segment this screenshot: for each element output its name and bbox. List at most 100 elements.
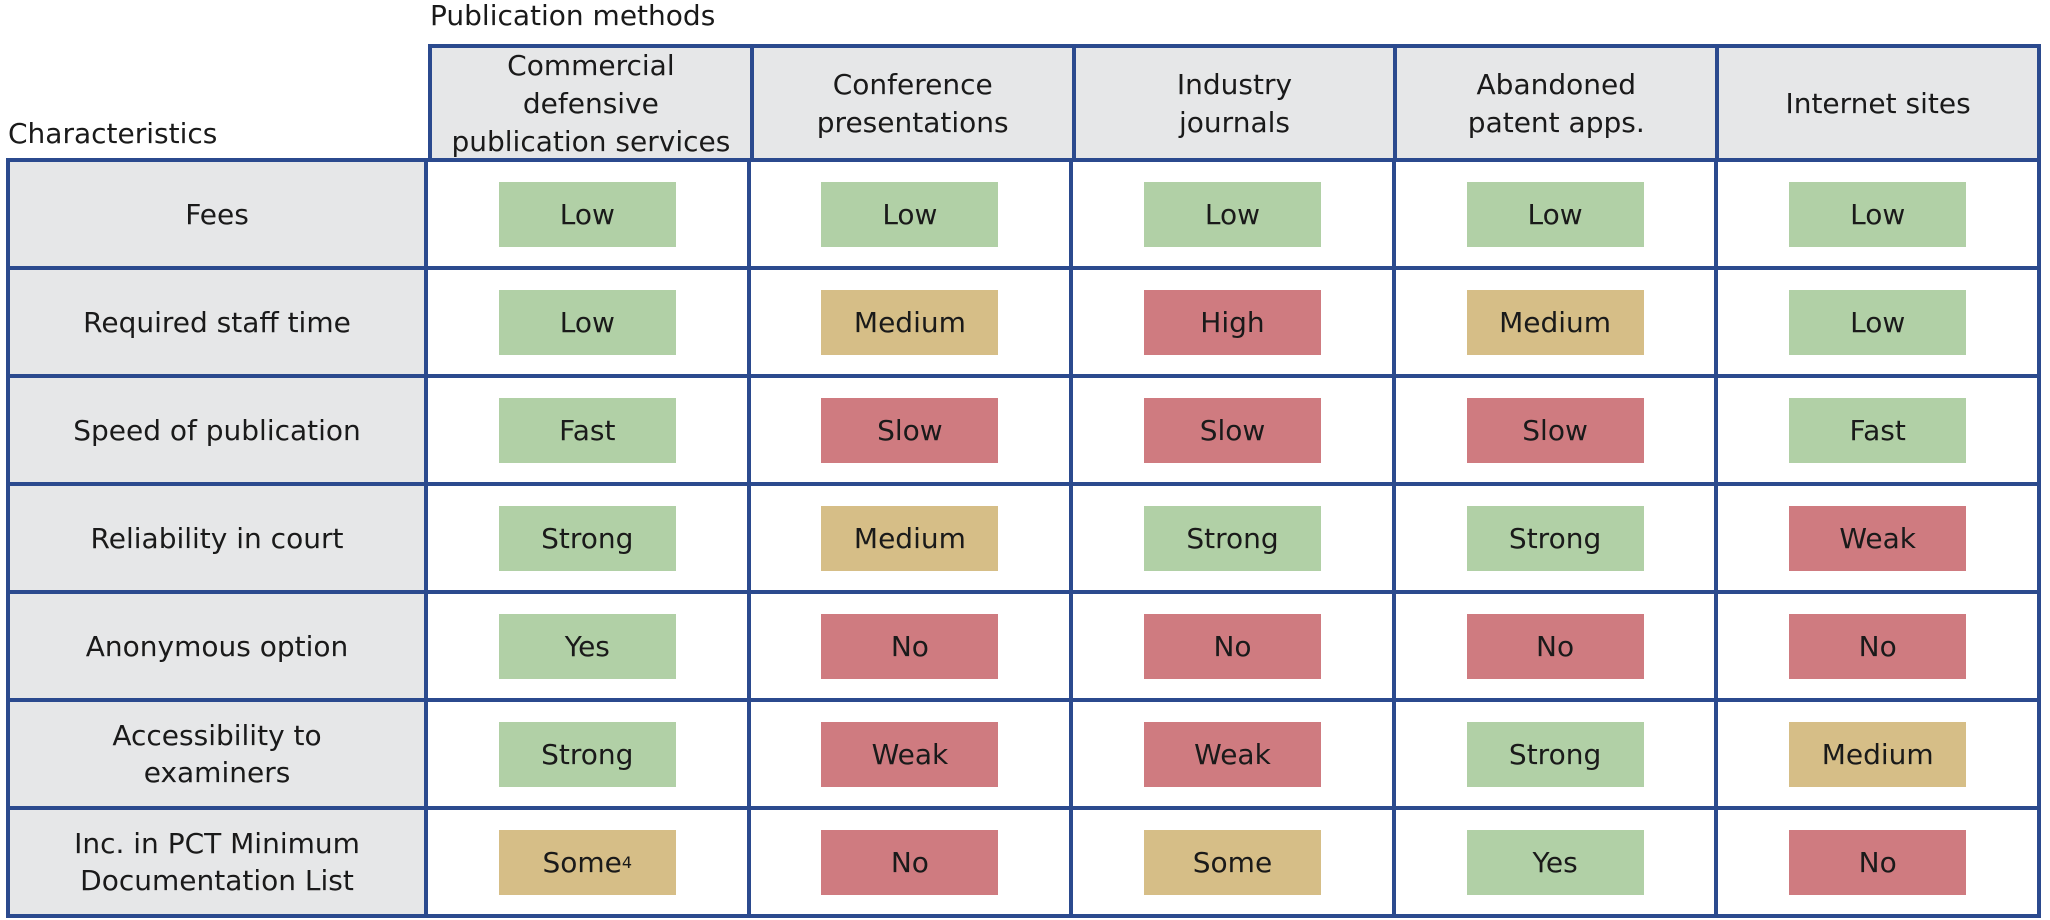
table-row: Inc. in PCT Minimum Documentation List So… <box>10 806 2037 914</box>
table-cell: No <box>746 810 1070 914</box>
rating-text: Strong <box>1508 737 1602 771</box>
rating-badge: Fast <box>498 397 676 463</box>
rating-text: Weak <box>871 737 949 771</box>
row-label: Required staff time <box>10 270 428 374</box>
table-cell: Fast <box>428 378 747 482</box>
rating-text: Some <box>1192 845 1273 879</box>
rating-badge: Strong <box>1466 721 1644 787</box>
rating-badge: High <box>1143 289 1321 355</box>
table-cell: Fast <box>1714 378 2037 482</box>
rating-text: Low <box>559 197 615 231</box>
table-cell: Yes <box>1391 810 1715 914</box>
table-cell: Yes <box>428 594 747 698</box>
table-cell: No <box>1391 594 1715 698</box>
rating-badge: Slow <box>1143 397 1321 463</box>
rating-text: High <box>1200 305 1265 339</box>
row-label: Accessibility to examiners <box>10 702 428 806</box>
rating-text: Strong <box>1508 521 1602 555</box>
table-cell: Medium <box>746 486 1070 590</box>
row-label: Inc. in PCT Minimum Documentation List <box>10 810 428 914</box>
rating-badge: Strong <box>498 721 676 787</box>
table-cell: Weak <box>1714 486 2037 590</box>
table-row: Anonymous option Yes No No No No <box>10 590 2037 698</box>
rating-text: Fast <box>1849 413 1906 447</box>
row-label: Speed of publication <box>10 378 428 482</box>
table-cell: Low <box>1714 270 2037 374</box>
rating-badge: Fast <box>1789 397 1967 463</box>
characteristics-label: Characteristics <box>8 117 218 150</box>
rating-text: No <box>1858 845 1897 879</box>
rating-text: No <box>890 845 929 879</box>
table-cell: Weak <box>1069 702 1392 806</box>
table-cell: Strong <box>1069 486 1392 590</box>
table-cell: Strong <box>1391 702 1715 806</box>
rating-badge: No <box>1466 613 1644 679</box>
rating-badge: Some <box>1143 829 1321 895</box>
table-cell: Slow <box>746 378 1070 482</box>
rating-badge: Slow <box>821 397 999 463</box>
rating-badge: Weak <box>821 721 999 787</box>
rating-badge: Low <box>1789 181 1967 247</box>
publication-methods-label: Publication methods <box>430 0 716 32</box>
rating-badge: Medium <box>1466 289 1644 355</box>
rating-text: Medium <box>1821 737 1934 771</box>
rating-text: Slow <box>877 413 943 447</box>
rating-text: Strong <box>541 737 634 771</box>
rating-badge: Medium <box>821 289 999 355</box>
comparison-table: Fees Low Low Low Low Low Required staff time Lo… <box>6 158 2041 918</box>
rating-text: No <box>890 629 929 663</box>
rating-badge: Strong <box>1143 505 1321 571</box>
table-cell: Medium <box>746 270 1070 374</box>
rating-badge: Strong <box>1466 505 1644 571</box>
rating-text: Some <box>542 845 622 879</box>
rating-text: Medium <box>853 521 966 555</box>
table-row: Fees Low Low Low Low Low <box>10 162 2037 266</box>
rating-text: Medium <box>853 305 966 339</box>
rating-badge: Some 4 <box>498 829 676 895</box>
rating-text: No <box>1213 629 1252 663</box>
rating-text: Low <box>1850 305 1906 339</box>
footnote-marker: 4 <box>621 852 633 872</box>
rating-badge: Low <box>1789 289 1967 355</box>
table-cell: Low <box>1069 162 1392 266</box>
table-cell: Strong <box>1391 486 1715 590</box>
rating-badge: No <box>1143 613 1321 679</box>
rating-text: Fast <box>559 413 616 447</box>
table-cell: Some <box>1069 810 1392 914</box>
rating-text: Slow <box>1522 413 1588 447</box>
rating-badge: Strong <box>498 505 676 571</box>
row-label: Fees <box>10 162 428 266</box>
rating-badge: Medium <box>1789 721 1967 787</box>
rating-badge: Medium <box>821 505 999 571</box>
rating-badge: No <box>1789 829 1967 895</box>
rating-badge: Slow <box>1466 397 1644 463</box>
rating-badge: Low <box>1466 181 1644 247</box>
table-cell: Low <box>746 162 1070 266</box>
table-cell: No <box>1069 594 1392 698</box>
rating-badge: Low <box>498 289 676 355</box>
column-header: Industry journals <box>1071 48 1394 160</box>
rating-text: Low <box>559 305 615 339</box>
table-row: Reliability in court Strong Medium Strong St… <box>10 482 2037 590</box>
rating-text: Strong <box>541 521 634 555</box>
rating-text: Medium <box>1499 305 1612 339</box>
rating-text: Weak <box>1839 521 1916 555</box>
table-cell: Slow <box>1391 378 1715 482</box>
rating-text: Low <box>1527 197 1583 231</box>
table-cell: Strong <box>428 486 747 590</box>
table-cell: Medium <box>1714 702 2037 806</box>
column-header-row: Commercial defensive publication service… <box>428 44 2041 160</box>
table-cell: Low <box>1714 162 2037 266</box>
rating-badge: Low <box>1143 181 1321 247</box>
column-header: Abandoned patent apps. <box>1393 48 1716 160</box>
rating-badge: Yes <box>1466 829 1644 895</box>
table-cell: No <box>1714 810 2037 914</box>
rating-badge: Low <box>498 181 676 247</box>
table-cell: Low <box>428 162 747 266</box>
rating-text: Yes <box>564 629 610 663</box>
table-cell: Some 4 <box>428 810 747 914</box>
rating-badge: No <box>821 613 999 679</box>
table-row: Required staff time Low Medium High Medium Lo… <box>10 266 2037 374</box>
column-header: Conference presentations <box>749 48 1072 160</box>
rating-badge: Weak <box>1143 721 1321 787</box>
